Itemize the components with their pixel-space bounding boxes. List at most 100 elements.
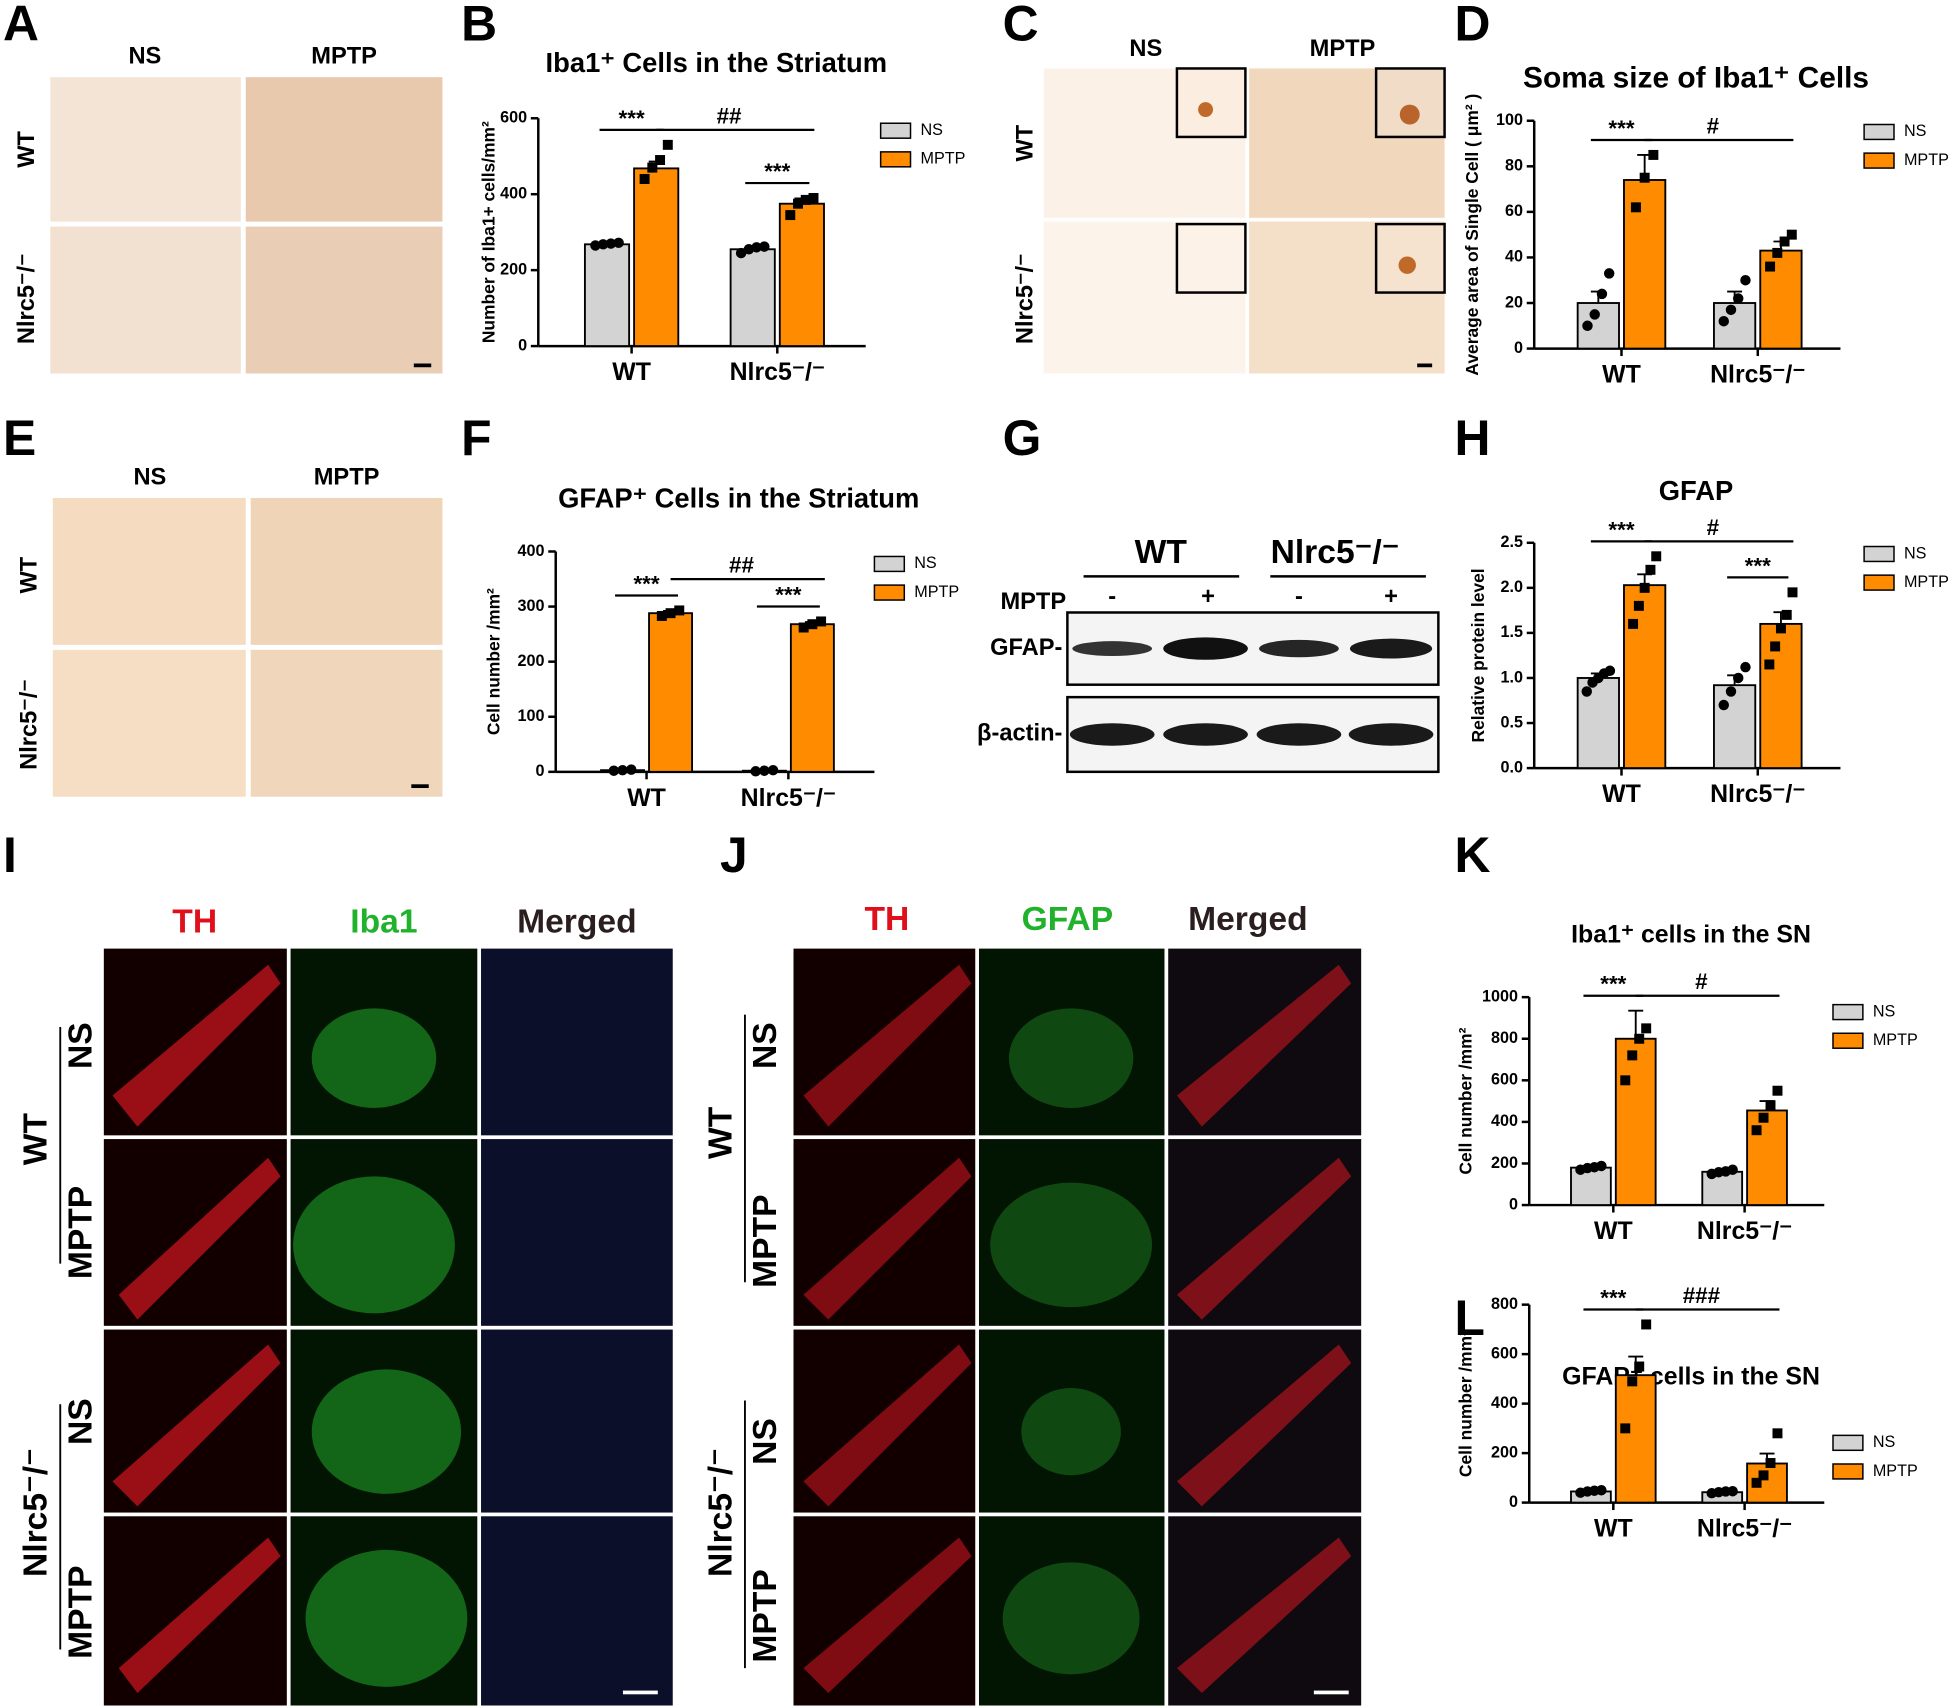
signal (803, 1157, 972, 1320)
panel-letter: G (1003, 410, 1042, 466)
micrograph (245, 226, 443, 374)
micrograph (245, 77, 443, 222)
data-point (1727, 1164, 1738, 1175)
legend-swatch (873, 555, 906, 573)
tile (481, 948, 673, 1136)
panel-letter: K (1455, 827, 1491, 883)
data-point (1620, 1075, 1631, 1086)
y-tick-label: 400 (500, 184, 527, 202)
legend-swatch (879, 151, 912, 168)
data-point (1727, 1485, 1738, 1497)
data-point (1781, 609, 1792, 620)
bar (648, 612, 693, 773)
legend-label: MPTP (1904, 573, 1949, 591)
sig-label: ## (717, 103, 742, 128)
data-point (1718, 699, 1729, 711)
bar (583, 243, 631, 348)
y-tick-label: 600 (500, 109, 527, 127)
sig-label: *** (1608, 517, 1634, 542)
signal (803, 1344, 972, 1507)
band-label: GFAP- (990, 635, 1062, 661)
data-point (1765, 1458, 1776, 1468)
treatment: + (1384, 584, 1398, 610)
sig-label: # (1695, 969, 1708, 994)
data-point (608, 765, 620, 776)
data-point (1751, 1125, 1762, 1136)
y-tick-label: 80 (1505, 157, 1523, 175)
sig-label: # (1707, 113, 1720, 138)
x-tick-label: Nlrc5⁻/⁻ (1697, 1217, 1792, 1245)
tile (481, 1516, 673, 1706)
data-point (1604, 665, 1616, 676)
micrograph (250, 649, 443, 797)
genotype-label: WT (18, 1112, 55, 1165)
data-point (800, 194, 811, 205)
data-point (807, 619, 818, 630)
bar (789, 623, 835, 773)
data-point (1740, 661, 1751, 673)
signal (311, 1008, 437, 1108)
legend-swatch (1832, 1463, 1864, 1480)
data-point (613, 237, 624, 249)
bar (1614, 1037, 1657, 1206)
data-point (626, 764, 637, 775)
data-point (1772, 247, 1783, 258)
genotype-label: WT (702, 1106, 739, 1159)
micrograph (52, 497, 246, 645)
signal (112, 1344, 281, 1507)
row-label: NS (747, 1418, 784, 1465)
y-tick-label: 200 (500, 260, 527, 278)
fluorescence-i: TH Iba1 Merged WT Nlrc5⁻/⁻ NS MPTP NS MP… (18, 904, 673, 1706)
legend-swatch (1832, 1434, 1864, 1452)
signal (118, 1157, 281, 1320)
y-tick-label: 1.0 (1501, 668, 1523, 686)
treatment: - (1108, 584, 1116, 610)
column-label: MPTP (1310, 36, 1376, 62)
data-point (1620, 1423, 1631, 1434)
y-tick-label: 800 (1491, 1029, 1518, 1047)
y-tick-label: 0 (1509, 1493, 1518, 1511)
panel-letter: A (3, 0, 39, 52)
signal (1176, 1157, 1352, 1320)
y-tick-label: 600 (1491, 1344, 1518, 1362)
y-tick-label: 400 (1491, 1394, 1518, 1412)
y-axis-label: Average area of Single Cell ( μm² ) (1462, 94, 1482, 376)
data-point (1630, 202, 1641, 213)
y-tick-label: 100 (518, 707, 545, 725)
y-tick-label: 1000 (1482, 987, 1518, 1005)
panel-letters: A B C D E F G H I J K L (3, 0, 1491, 1346)
panel-letter: I (3, 827, 17, 883)
data-point (1733, 293, 1744, 304)
row-label: WT (17, 556, 43, 593)
bar-chart: Soma size of Iba1⁺ Cells Average area of … (1462, 62, 1949, 389)
row-label: Nlrc5⁻/⁻ (14, 253, 40, 344)
data-point (662, 139, 673, 150)
data-point (1725, 304, 1737, 316)
y-tick-label: 60 (1505, 202, 1523, 220)
micrograph (50, 77, 241, 222)
row-label: MPTP (63, 1186, 100, 1279)
legend-label: MPTP (1873, 1462, 1918, 1480)
band (1072, 641, 1153, 657)
y-tick-label: 800 (1491, 1295, 1518, 1313)
band (1069, 723, 1155, 746)
data-point (735, 247, 747, 259)
x-tick-label: Nlrc5⁻/⁻ (1710, 361, 1805, 389)
sig-label: *** (619, 106, 645, 131)
scale-bar (411, 784, 429, 789)
y-tick-label: 400 (518, 542, 545, 560)
legend-label: NS (1873, 1433, 1896, 1451)
legend-label: NS (1904, 544, 1927, 562)
data-point (767, 764, 779, 776)
bar (1623, 584, 1667, 770)
signal (311, 1369, 462, 1494)
column-label: Merged (517, 904, 637, 941)
inset (1374, 67, 1446, 139)
y-tick-label: 0.5 (1501, 713, 1523, 731)
signal (803, 964, 972, 1127)
data-point (1765, 261, 1776, 272)
bar-chart: GFAP Relative protein level 0.0 0.5 1.0 1.5 2.… (1468, 475, 1949, 808)
tile (978, 948, 1165, 1136)
data-point (785, 210, 796, 221)
